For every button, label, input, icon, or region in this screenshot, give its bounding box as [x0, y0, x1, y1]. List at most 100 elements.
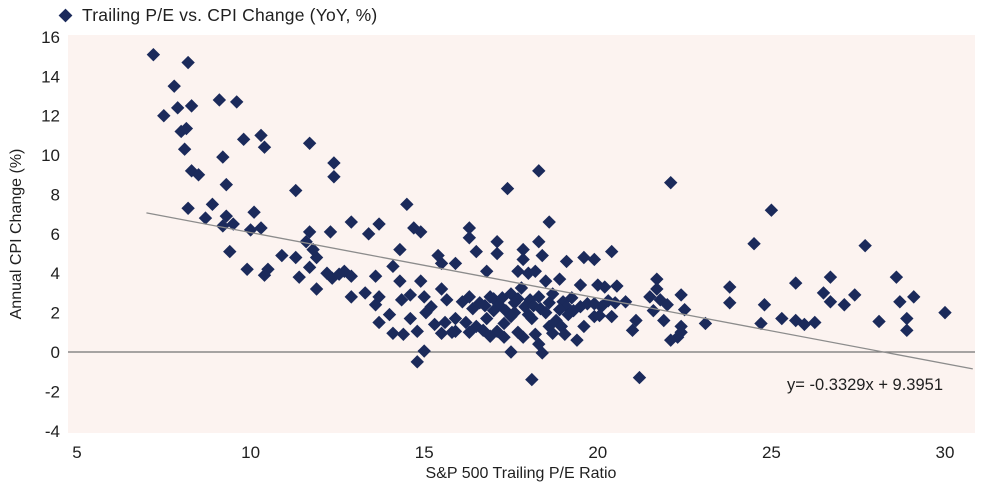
- y-tick-label: 2: [51, 304, 60, 323]
- scatter-point: [657, 313, 671, 328]
- scatter-point: [414, 225, 428, 239]
- scatter-point: [167, 79, 181, 93]
- y-tick-label: 14: [41, 67, 60, 86]
- scatter-point: [327, 156, 341, 170]
- scatter-point: [907, 290, 921, 304]
- scatter-point: [289, 183, 303, 198]
- scatter-point: [216, 219, 230, 233]
- scatter-point: [372, 315, 386, 330]
- scatter-point: [469, 244, 483, 259]
- scatter-point: [608, 296, 622, 310]
- scatter-point: [500, 181, 515, 196]
- scatter-point: [440, 293, 454, 307]
- scatter-point: [445, 325, 459, 340]
- scatter-point: [462, 290, 477, 304]
- scatter-point: [532, 235, 546, 249]
- scatter-point: [754, 316, 768, 331]
- scatter-point: [511, 325, 525, 340]
- legend-label: Trailing P/E vs. CPI Change (YoY, %): [82, 4, 378, 25]
- scatter-point: [542, 215, 556, 229]
- scatter-point: [610, 279, 624, 293]
- scatter-point: [257, 140, 272, 154]
- scatter-point: [403, 311, 418, 326]
- scatter-point: [497, 330, 511, 344]
- scatter-point: [559, 254, 574, 269]
- scatter-point: [191, 168, 206, 182]
- scatter-point: [554, 319, 569, 334]
- scatter-point: [504, 309, 518, 324]
- scatter-point: [400, 197, 414, 212]
- scatter-point: [417, 290, 431, 304]
- y-tick-label: 8: [51, 185, 60, 204]
- y-tick-label: 4: [51, 264, 60, 283]
- scatter-point: [650, 272, 664, 286]
- scatter-point: [556, 295, 570, 309]
- scatter-point: [837, 298, 852, 312]
- scatter-point: [747, 237, 761, 251]
- y-axis-title: Annual CPI Change (%): [8, 149, 25, 320]
- scatter-point: [532, 164, 546, 178]
- scatter-point: [893, 295, 907, 309]
- scatter-point: [483, 329, 497, 343]
- scatter-point: [368, 269, 383, 283]
- scatter-point: [344, 269, 358, 283]
- scatter-point: [181, 55, 195, 70]
- scatter-point: [462, 231, 477, 245]
- scatter-point: [393, 242, 407, 257]
- scatter-point: [247, 205, 261, 219]
- scatter-point: [823, 270, 838, 284]
- scatter-point: [632, 370, 647, 385]
- scatter-point: [292, 270, 306, 284]
- x-tick-label: 5: [72, 443, 81, 462]
- scatter-point: [757, 298, 772, 312]
- trend-line: [146, 212, 973, 370]
- scatter-point: [723, 280, 737, 294]
- scatter-point: [302, 260, 317, 275]
- scatter-point: [448, 311, 463, 326]
- scatter-point: [594, 300, 608, 314]
- scatter-point: [775, 311, 789, 326]
- scatter-point: [674, 288, 688, 302]
- scatter-point: [604, 244, 619, 259]
- scatter-point: [552, 302, 567, 317]
- scatter-point: [490, 235, 504, 249]
- scatter-point: [358, 286, 372, 300]
- scatter-point: [361, 227, 376, 241]
- scatter-point: [797, 317, 812, 332]
- scatter-point: [419, 305, 433, 320]
- scatter-point: [587, 252, 602, 267]
- scatter-point: [198, 211, 213, 225]
- scatter-point: [532, 290, 546, 304]
- scatter-point: [528, 327, 543, 341]
- scatter-point: [698, 316, 713, 331]
- scatter-point: [466, 301, 480, 316]
- scatter-point: [479, 311, 494, 326]
- scatter-point: [660, 298, 674, 312]
- scatter-point: [146, 47, 161, 62]
- scatter-point: [625, 323, 640, 338]
- scatter-point: [407, 221, 421, 235]
- scatter-point: [566, 303, 581, 318]
- scatter-point: [393, 274, 407, 288]
- scatter-point: [386, 259, 400, 274]
- scatter-point: [507, 296, 522, 310]
- diamond-icon: [58, 8, 73, 22]
- scatter-point: [417, 344, 431, 358]
- scatter-point: [823, 295, 838, 309]
- scatter-point: [438, 315, 452, 330]
- scatter-point: [664, 333, 678, 347]
- scatter-point: [410, 324, 424, 339]
- y-tick-label: 10: [41, 146, 60, 165]
- x-axis-title: S&P 500 Trailing P/E Ratio: [426, 465, 617, 482]
- scatter-point: [226, 217, 240, 231]
- scatter-point: [872, 314, 886, 329]
- y-tick-label: -4: [45, 422, 60, 441]
- scatter-point: [646, 303, 661, 318]
- scatter-point: [573, 300, 588, 314]
- scatter-point: [504, 345, 518, 359]
- scatter-point: [216, 150, 230, 164]
- scatter-point: [511, 264, 525, 278]
- x-tick-label: 20: [588, 443, 607, 462]
- y-tick-label: 16: [41, 28, 60, 47]
